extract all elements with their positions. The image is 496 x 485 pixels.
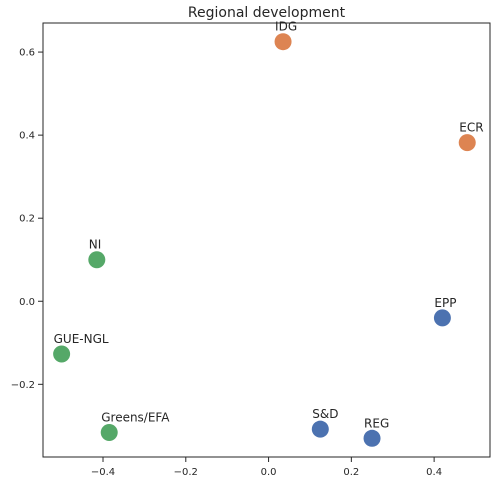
plot-frame: [42, 22, 491, 458]
data-point: [458, 134, 476, 152]
point-label: NI: [89, 238, 102, 252]
y-tick-label: −0.2: [11, 380, 35, 391]
point-label: ECR: [459, 121, 483, 135]
point-label: REG: [364, 416, 389, 430]
data-point: [363, 429, 381, 447]
x-tick-label: 0.2: [343, 467, 359, 478]
point-label: Greens/EFA: [101, 410, 170, 424]
y-tick-label: 0.4: [19, 131, 35, 142]
data-point: [311, 420, 329, 438]
data-point: [53, 345, 71, 363]
x-axis: −0.4 −0.2 0.0 0.2 0.4: [91, 457, 442, 478]
data-point: [88, 251, 106, 269]
point-label: EPP: [434, 296, 456, 310]
x-tick-label: −0.2: [174, 467, 198, 478]
x-tick-label: 0.4: [426, 467, 442, 478]
y-tick-label: 0.0: [19, 297, 35, 308]
y-tick-label: 0.6: [19, 48, 35, 59]
x-tick-label: 0.0: [261, 467, 277, 478]
y-tick-label: 0.2: [19, 214, 35, 225]
point-labels-layer: IDG ECR NI GUE-NGL Greens/EFA EPP S&D REG: [54, 20, 484, 431]
x-tick-label: −0.4: [91, 467, 115, 478]
point-label: GUE-NGL: [54, 332, 109, 346]
chart-title: Regional development: [188, 5, 346, 21]
point-label: S&D: [312, 407, 338, 421]
y-axis: −0.2 0.0 0.2 0.4 0.6: [11, 48, 43, 391]
data-point: [100, 423, 118, 441]
points-layer: [53, 33, 476, 447]
data-point: [274, 33, 292, 51]
point-label: IDG: [275, 20, 297, 34]
data-point: [433, 309, 451, 327]
